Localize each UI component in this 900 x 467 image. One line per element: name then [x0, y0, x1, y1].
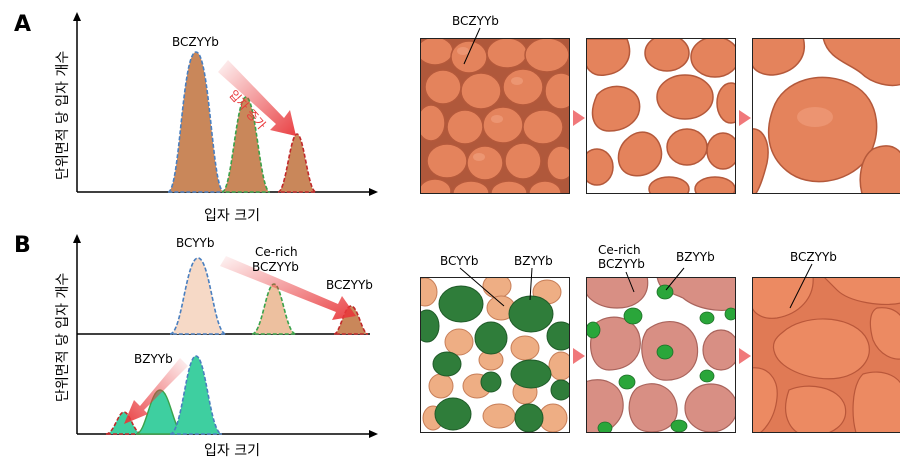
panel-a-image-label: BCZYYb: [452, 14, 499, 28]
panel-a-progress-arrow-1: [573, 110, 585, 126]
panel-a-image-2: [586, 38, 736, 194]
panel-b-upper-peak-2-label-line2: BCZYYb: [252, 260, 299, 274]
panel-b-letter: B: [14, 233, 31, 258]
panel-b-lower-peak-1: [105, 411, 143, 435]
panel-b-upper-peak-3: [333, 305, 369, 335]
panel-a-image-3: [752, 38, 900, 194]
panel-b-upper-peak-1: [169, 257, 227, 335]
panel-a-peak-1: [167, 51, 225, 193]
panel-b-image-3-label: BCZYYb: [790, 250, 837, 264]
panel-b-x-arrowhead: [369, 430, 378, 438]
panel-b-lower-trend-arrow: [124, 358, 188, 424]
panel-a-trend-arrow: [218, 60, 296, 136]
panel-b-image-3: [752, 277, 900, 433]
panel-a-image-callout-line: [463, 27, 481, 65]
panel-b-progress-arrow-1: [573, 348, 585, 364]
panel-b-image-2-callouts: [625, 267, 685, 293]
panel-b-image-2: [586, 277, 736, 433]
panel-b-image-1: [420, 277, 570, 433]
panel-a-peak-label: BCZYYb: [172, 35, 219, 49]
panel-a-x-arrowhead: [369, 188, 378, 196]
panel-b-lower-peak-3: [169, 355, 223, 435]
panel-b-upper-peak-2-label-line1: Ce-rich: [255, 245, 298, 259]
panel-a-letter: A: [14, 12, 32, 37]
panel-a-y-arrowhead: [73, 12, 81, 21]
panel-b-upper-peak-3-label: BCZYYb: [326, 278, 373, 292]
panel-a-image-1: [420, 38, 570, 194]
panel-b-image-2-label-a-line1: Ce-rich: [598, 243, 641, 257]
panel-b-distribution-chart: [73, 234, 378, 438]
panel-a-x-axis-label: 입자 크기: [204, 208, 260, 224]
panel-a-progress-arrow-2: [739, 110, 751, 126]
panel-b-x-axis-label: 입자 크기: [204, 443, 260, 459]
panel-b-y-arrowhead: [73, 234, 81, 243]
panel-b-upper-peak-1-label: BCYYb: [176, 236, 215, 250]
panel-b-progress-arrow-2: [739, 348, 751, 364]
panel-b-image-1-label-b: BZYYb: [514, 254, 553, 268]
panel-a-peak-3: [277, 133, 317, 193]
panel-a-distribution-chart: [73, 12, 378, 196]
panel-b-image-1-label-a: BCYYb: [440, 254, 479, 268]
panel-b-image-2-label-b: BZYYb: [676, 250, 715, 264]
panel-a-y-axis-label: 단위면적 당 입자 개수: [55, 50, 71, 180]
panel-b-image-2-label-a-line2: BCZYYb: [598, 257, 645, 271]
panel-b-y-axis-label: 단위면적 당 입자 개수: [55, 272, 71, 402]
panel-b-image-1-callouts: [459, 267, 533, 307]
panel-b-image-3-callout-line: [789, 263, 813, 309]
panel-b-lower-peak-label: BZYYb: [134, 352, 173, 366]
panel-b-upper-trend-arrow: [220, 256, 356, 320]
